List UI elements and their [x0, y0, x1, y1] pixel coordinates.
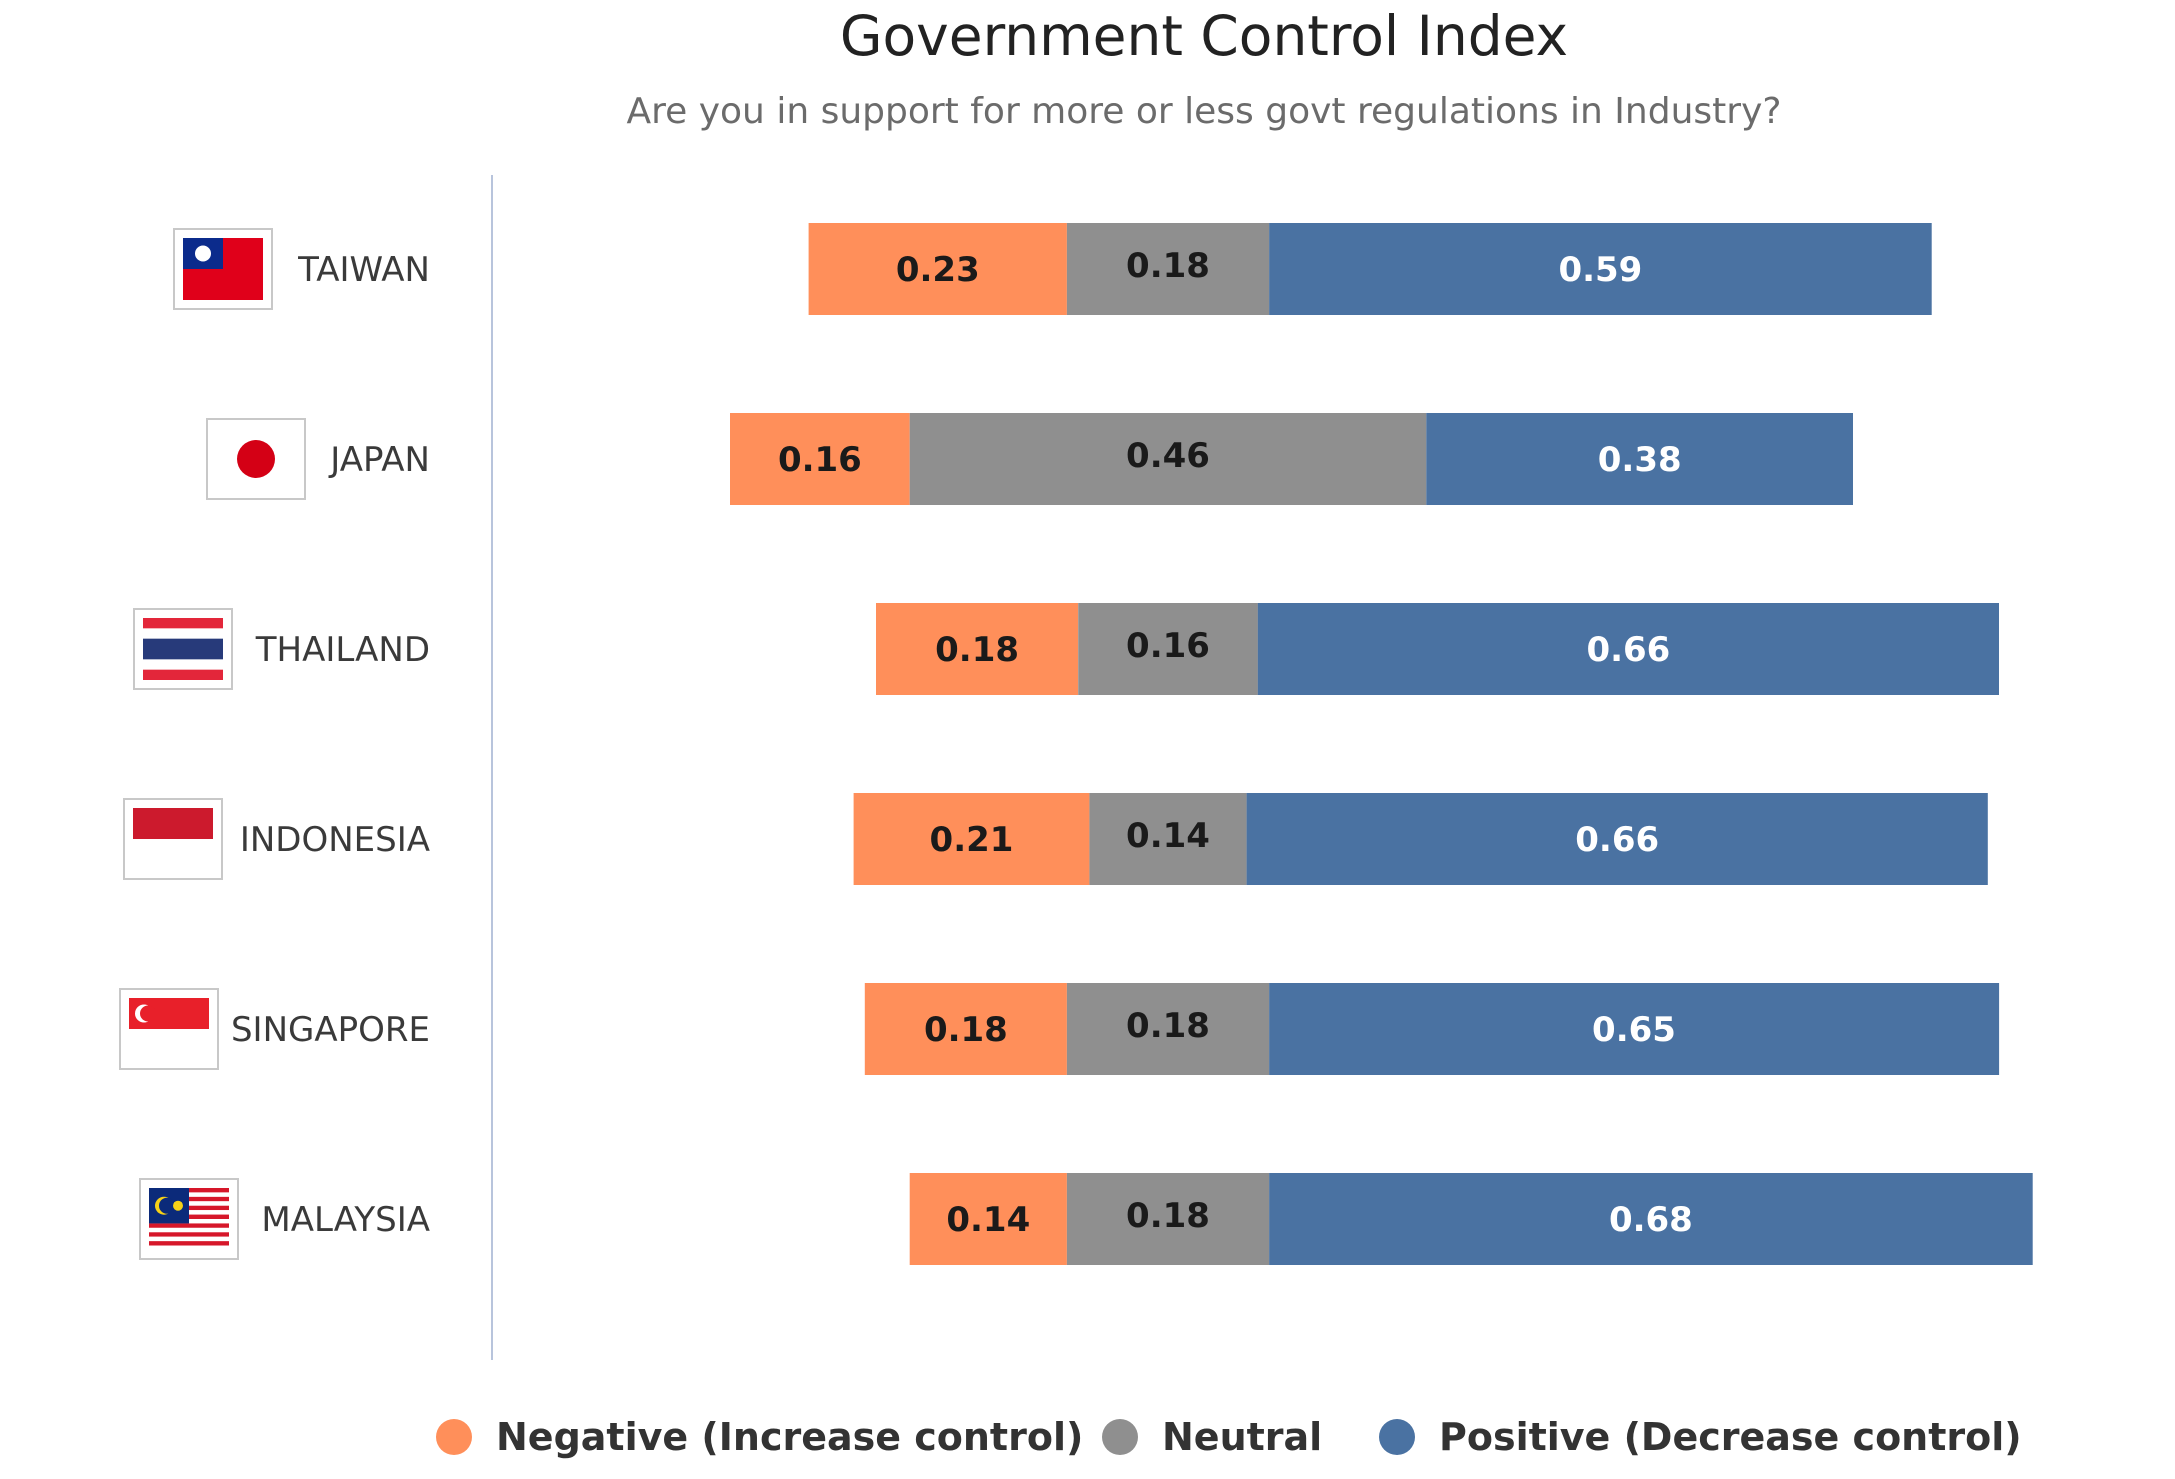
bar-negative-taiwan	[808, 223, 1067, 315]
chart-subtitle: Are you in support for more or less govt…	[627, 91, 1782, 132]
legend-label-negative: Negative (Increase control)	[496, 1415, 1083, 1459]
bar-negative-thailand	[876, 603, 1079, 695]
bar-positive-indonesia	[1246, 793, 1988, 885]
data-label-positive-indonesia: 0.66	[1575, 820, 1659, 860]
data-label-positive-singapore: 0.65	[1592, 1010, 1676, 1050]
bar-segments	[730, 223, 2033, 1265]
data-label-neutral-singapore: 0.18	[1126, 1006, 1210, 1046]
data-label-negative-thailand: 0.18	[935, 630, 1019, 670]
legend-item-negative[interactable]: Negative (Increase control)	[436, 1415, 1083, 1459]
data-label-positive-japan: 0.38	[1598, 440, 1682, 480]
category-label-malaysia: MALAYSIA	[261, 1200, 430, 1240]
category-label-singapore: SINGAPORE	[231, 1010, 430, 1050]
legend-item-neutral[interactable]: Neutral	[1102, 1415, 1322, 1459]
taiwan-flag-icon	[173, 228, 273, 310]
bar-neutral-malaysia	[1066, 1173, 1269, 1265]
category-label-thailand: THAILAND	[255, 630, 430, 670]
legend-label-neutral: Neutral	[1162, 1415, 1322, 1459]
data-label-negative-taiwan: 0.23	[896, 250, 980, 290]
bar-positive-taiwan	[1269, 223, 1932, 315]
singapore-flag-icon	[119, 988, 219, 1070]
category-label-taiwan: TAIWAN	[297, 250, 430, 290]
data-label-positive-malaysia: 0.68	[1609, 1200, 1693, 1240]
data-label-neutral-japan: 0.46	[1126, 436, 1210, 476]
bar-neutral-indonesia	[1089, 793, 1247, 885]
legend-marker-neutral	[1102, 1419, 1138, 1455]
data-label-negative-japan: 0.16	[778, 440, 862, 480]
bar-positive-thailand	[1257, 603, 1999, 695]
legend-label-positive: Positive (Decrease control)	[1439, 1415, 2022, 1459]
legend-marker-positive	[1379, 1419, 1415, 1455]
malaysia-flag-icon	[139, 1178, 239, 1260]
data-label-negative-malaysia: 0.14	[946, 1200, 1030, 1240]
legend: Negative (Increase control) Neutral Positi…	[436, 1415, 2022, 1459]
bar-neutral-thailand	[1078, 603, 1258, 695]
bar-positive-malaysia	[1269, 1173, 2033, 1265]
bar-neutral-taiwan	[1066, 223, 1269, 315]
bar-negative-indonesia	[853, 793, 1090, 885]
indonesia-flag-icon	[123, 798, 223, 880]
data-label-neutral-taiwan: 0.18	[1126, 246, 1210, 286]
category-label-indonesia: INDONESIA	[240, 820, 430, 860]
bar-negative-malaysia	[909, 1173, 1067, 1265]
data-label-positive-taiwan: 0.59	[1558, 250, 1642, 290]
bar-positive-japan	[1426, 413, 1853, 505]
data-label-neutral-thailand: 0.16	[1126, 626, 1210, 666]
legend-marker-negative	[436, 1419, 472, 1455]
data-label-neutral-malaysia: 0.18	[1126, 1196, 1210, 1236]
category-label-japan: JAPAN	[328, 440, 430, 480]
category-labels: TAIWAN JAPAN THAILAND INDONESIA SINGAPORE MAL…	[119, 228, 430, 1260]
bar-negative-japan	[730, 413, 910, 505]
bar-negative-singapore	[864, 983, 1067, 1075]
bar-neutral-japan	[909, 413, 1427, 505]
legend-item-positive[interactable]: Positive (Decrease control)	[1379, 1415, 2022, 1459]
data-label-negative-singapore: 0.18	[924, 1010, 1008, 1050]
data-label-neutral-indonesia: 0.14	[1126, 816, 1210, 856]
data-label-positive-thailand: 0.66	[1586, 630, 1670, 670]
chart-title: Government Control Index	[840, 4, 1568, 68]
bar-positive-singapore	[1269, 983, 2000, 1075]
bar-neutral-singapore	[1066, 983, 1269, 1075]
thailand-flag-icon	[133, 608, 233, 690]
data-label-negative-indonesia: 0.21	[930, 820, 1014, 860]
data-labels: 0.23 0.18 0.59 0.16 0.46 0.38 0.18 0.16 0.66 0.21…	[778, 246, 1693, 1240]
japan-flag-icon	[206, 418, 306, 500]
